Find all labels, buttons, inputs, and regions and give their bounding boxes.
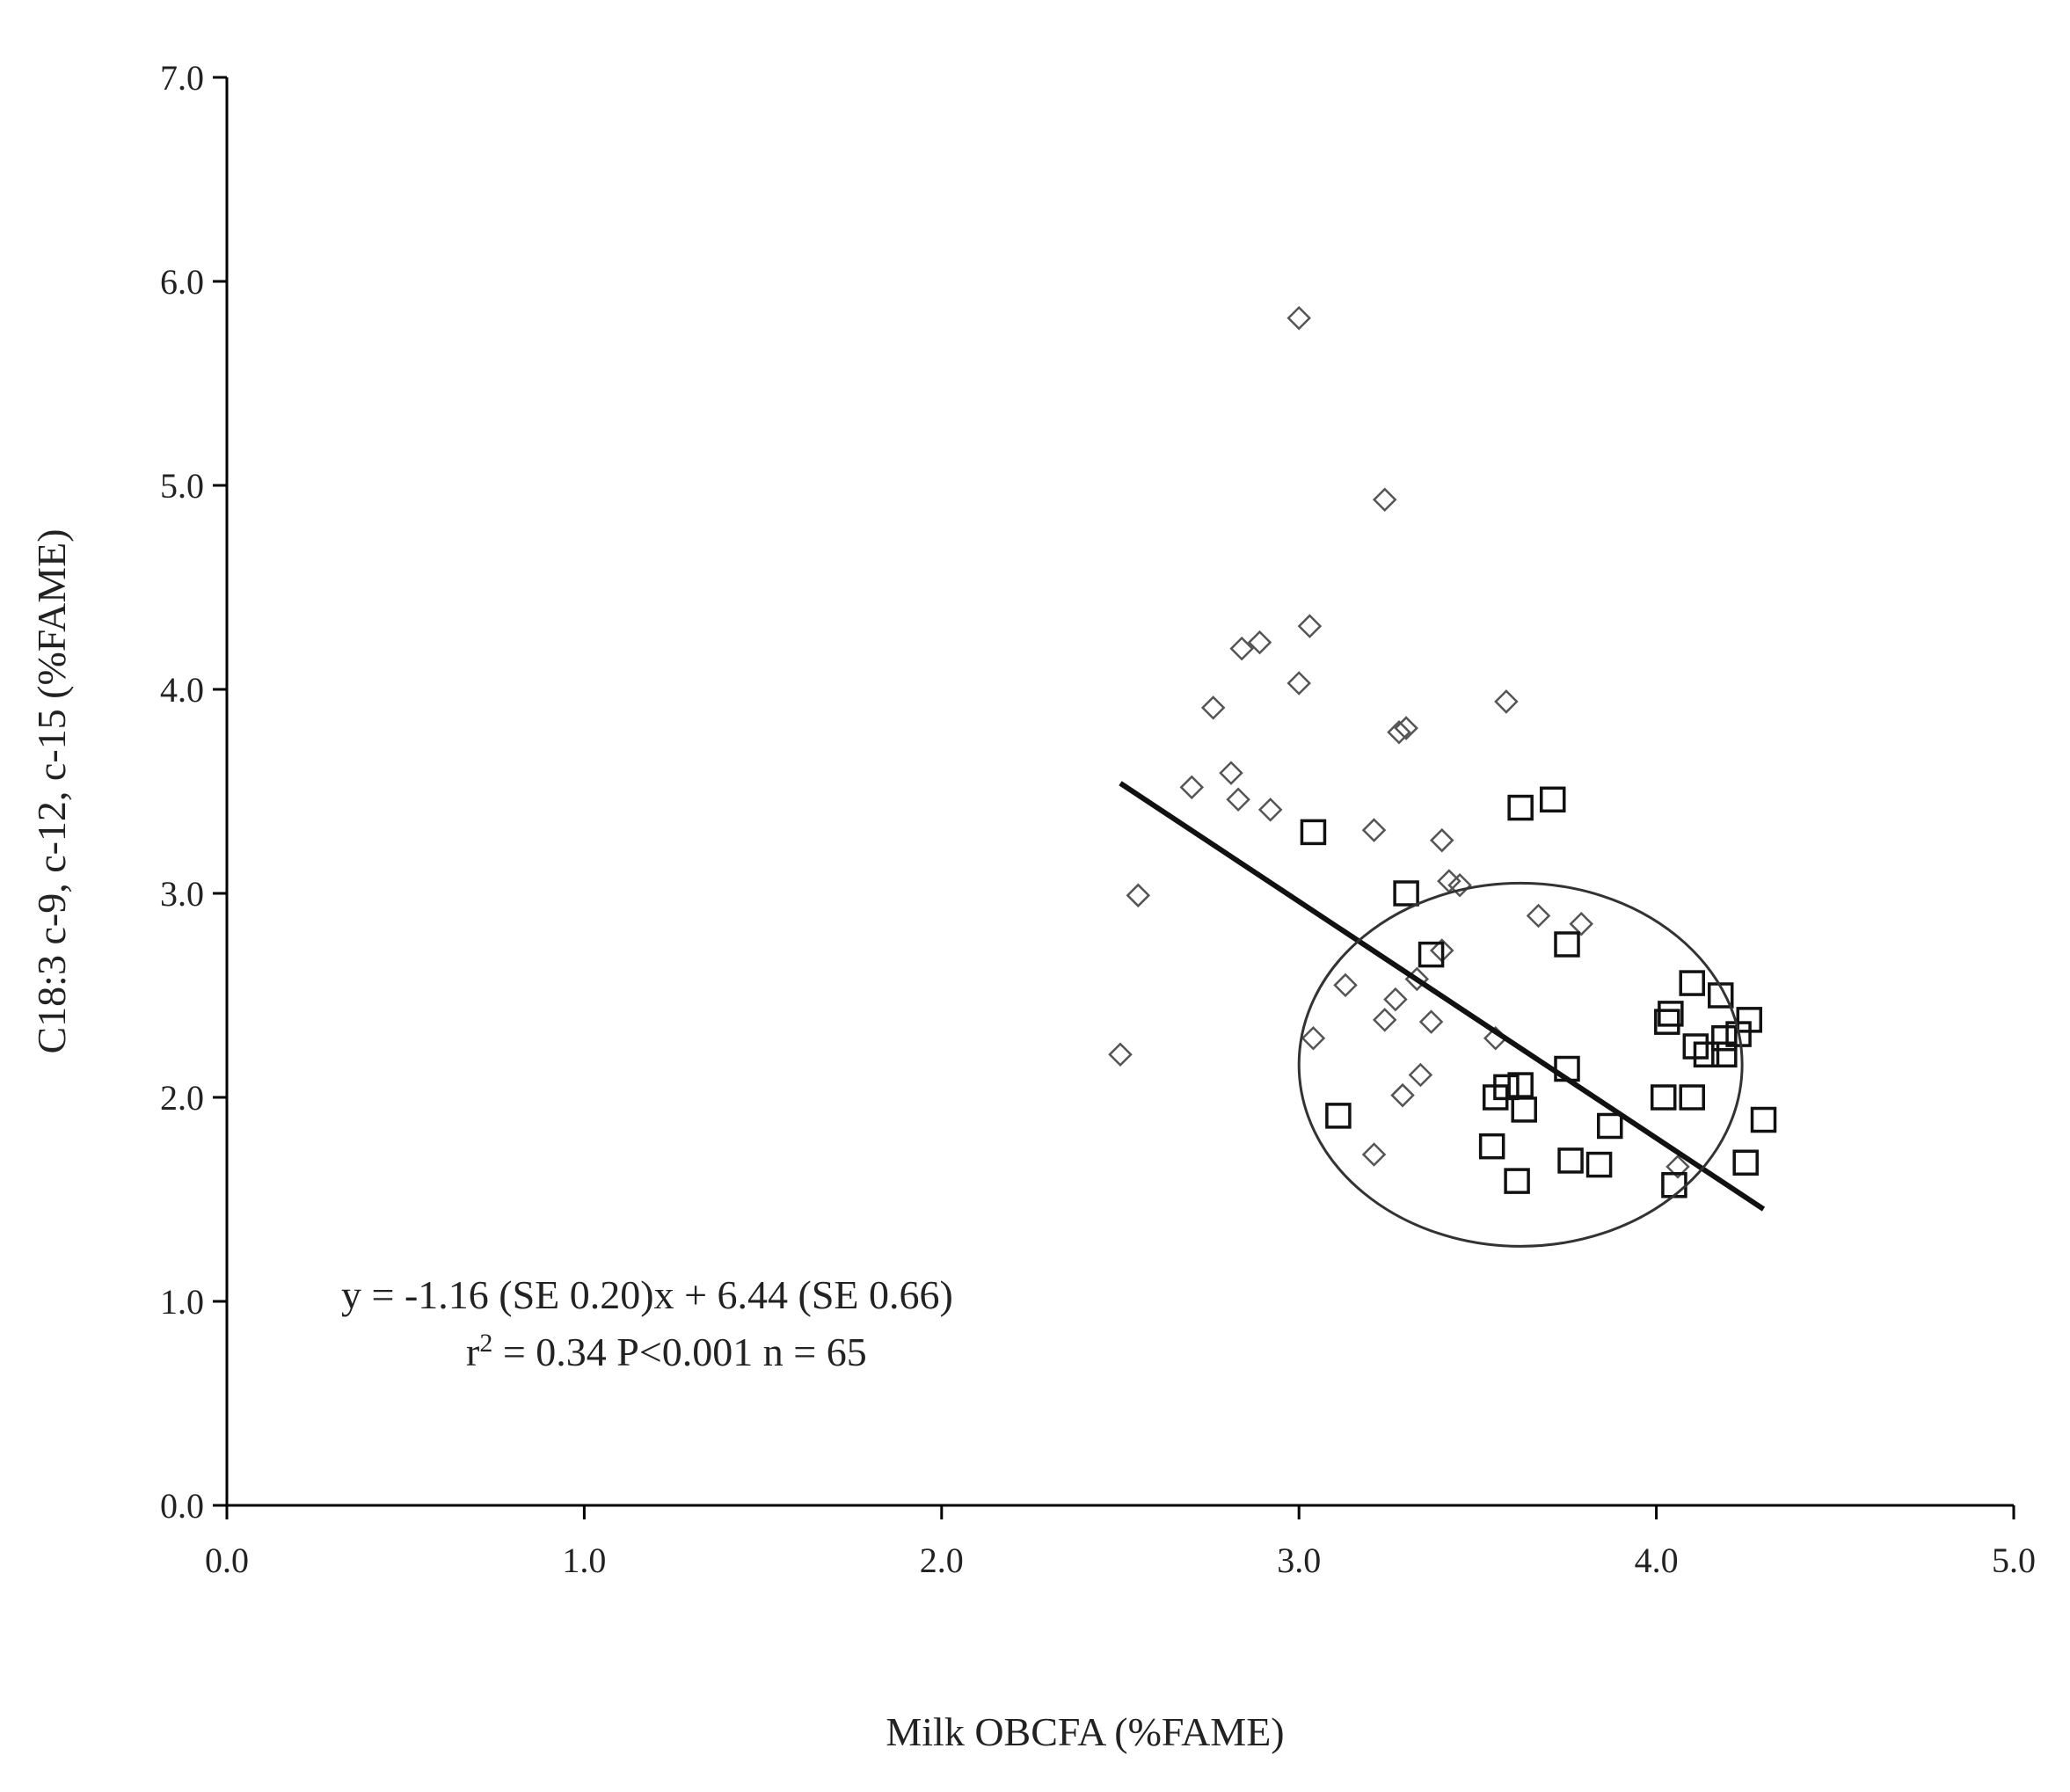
y-tick-label: 0.0 — [160, 1486, 204, 1526]
regression-stats-r: r — [466, 1329, 479, 1374]
diamond-point — [1257, 798, 1283, 822]
diamond-point — [1229, 636, 1254, 661]
diamond-point — [1408, 1062, 1433, 1088]
regression-stats: r2 = 0.34 P<0.001 n = 65 — [466, 1329, 867, 1375]
y-axis-label: C18:3 c-9, c-12, c-15 (%FAME) — [29, 528, 74, 1053]
x-tick-label: 0.0 — [205, 1541, 249, 1580]
diamond-point — [1247, 630, 1272, 655]
square-point — [1557, 1147, 1584, 1174]
diamond-point — [1494, 689, 1519, 714]
cluster-ellipse — [1297, 881, 1744, 1248]
diamond-point — [1301, 1025, 1326, 1051]
diamond-point — [1361, 1142, 1387, 1167]
x-tick-label: 2.0 — [920, 1541, 964, 1580]
square-point — [1679, 970, 1705, 996]
y-tick-label: 7.0 — [160, 58, 204, 98]
regression-stats-rest: = 0.34 P<0.001 n = 65 — [492, 1329, 866, 1374]
square-point — [1511, 1096, 1537, 1123]
diamond-point — [1286, 671, 1311, 696]
square-point — [1585, 1151, 1613, 1178]
diamond-point — [1108, 1042, 1133, 1067]
x-axis-label: Milk OBCFA (%FAME) — [886, 1709, 1284, 1754]
square-point — [1507, 1072, 1534, 1098]
diamond-point — [1179, 775, 1205, 800]
diamond-point — [1372, 487, 1397, 513]
x-tick-label: 3.0 — [1277, 1541, 1321, 1580]
diamond-point — [1569, 912, 1594, 936]
diamond-point — [1372, 1008, 1397, 1032]
square-point — [1597, 1112, 1623, 1140]
diamond-point — [1200, 696, 1226, 720]
regression-stats-sup: 2 — [479, 1329, 492, 1358]
square-point — [1478, 1133, 1505, 1160]
diamond-point — [1418, 1009, 1444, 1034]
diamond-point — [1226, 787, 1250, 812]
square-point — [1418, 941, 1445, 968]
diamond-point — [1390, 1082, 1415, 1108]
square-point — [1736, 1007, 1763, 1033]
y-tick-label: 4.0 — [160, 670, 204, 710]
y-tick-label: 6.0 — [160, 262, 204, 302]
diamond-point — [1665, 1155, 1690, 1179]
square-point — [1393, 880, 1419, 907]
diamond-point — [1526, 903, 1551, 929]
y-tick-label: 2.0 — [160, 1078, 204, 1118]
square-point — [1654, 1009, 1680, 1035]
overlays — [1119, 781, 1766, 1248]
y-tick-label: 3.0 — [160, 874, 204, 914]
diamond-point — [1333, 972, 1358, 998]
axes: 0.0 1.0 2.0 3.0 4.0 5.0 6.0 7.0 0.0 1.0 2.0 3.0 4.0… — [160, 58, 2036, 1580]
x-tick-label: 5.0 — [1992, 1541, 2036, 1580]
square-point — [1679, 1084, 1705, 1111]
diamond-point — [1383, 987, 1408, 1012]
diamond-point — [1437, 869, 1461, 893]
square-point — [1732, 1149, 1759, 1176]
square-point — [1554, 931, 1580, 958]
square-point — [1539, 786, 1566, 813]
y-tick-label: 1.0 — [160, 1282, 204, 1322]
diamond-point — [1394, 716, 1418, 740]
diamond-point — [1361, 818, 1387, 842]
square-point — [1661, 1172, 1687, 1198]
square-point — [1650, 1084, 1677, 1111]
diamond-point — [1286, 305, 1311, 331]
y-tick-label: 5.0 — [160, 466, 204, 506]
x-tick-label: 4.0 — [1635, 1541, 1679, 1580]
square-point — [1711, 1041, 1738, 1068]
regression-equation: y = -1.16 (SE 0.20)x + 6.44 (SE 0.66) — [341, 1272, 953, 1317]
square-point — [1300, 819, 1327, 846]
diamond-point — [1297, 614, 1323, 638]
regression-line — [1119, 781, 1766, 1212]
x-ticks: 0.0 1.0 2.0 3.0 4.0 5.0 — [205, 1505, 2036, 1580]
y-ticks: 0.0 1.0 2.0 3.0 4.0 5.0 6.0 7.0 — [160, 58, 227, 1526]
diamond-point — [1429, 827, 1454, 853]
square-point — [1325, 1103, 1352, 1129]
square-point — [1750, 1106, 1777, 1133]
diamond-point — [1387, 719, 1411, 745]
square-point — [1658, 1001, 1684, 1027]
diamond-point — [1219, 761, 1243, 785]
square-point — [1693, 1041, 1720, 1068]
square-point — [1507, 794, 1534, 821]
diamond-point — [1447, 872, 1472, 898]
square-point — [1504, 1168, 1530, 1194]
square-point — [1708, 982, 1734, 1009]
diamond-point — [1126, 883, 1151, 908]
square-point — [1711, 1024, 1738, 1052]
data-points — [1108, 305, 1777, 1198]
x-tick-label: 1.0 — [562, 1541, 606, 1580]
square-point — [1493, 1074, 1520, 1101]
